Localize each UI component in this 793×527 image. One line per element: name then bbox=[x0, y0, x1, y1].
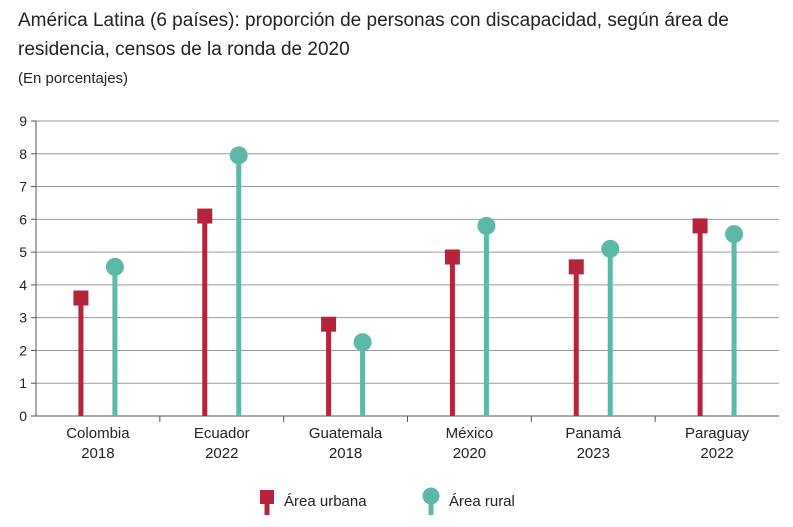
rural-circle-marker bbox=[105, 257, 124, 276]
axes bbox=[31, 120, 779, 422]
rural-circle-marker bbox=[725, 225, 744, 244]
legend-item-urban: Área urbana bbox=[258, 484, 367, 518]
x-category-year-label: 2022 bbox=[205, 445, 238, 462]
urban-stem bbox=[326, 324, 332, 416]
rural-stem bbox=[731, 234, 737, 416]
y-tick-label: 7 bbox=[19, 179, 27, 195]
rural-stem bbox=[236, 155, 242, 416]
y-tick-label: 2 bbox=[19, 342, 27, 358]
rural-circle-marker bbox=[353, 333, 372, 352]
rural-circle-marker bbox=[477, 216, 496, 235]
rural-stem bbox=[112, 266, 118, 416]
legend-square-marker-icon bbox=[260, 490, 274, 515]
rural-circle-marker bbox=[601, 239, 620, 258]
y-tick-label: 0 bbox=[19, 408, 27, 424]
y-tick-label: 5 bbox=[19, 244, 27, 260]
x-category-year-label: 2023 bbox=[577, 445, 610, 462]
rural-stem bbox=[607, 248, 613, 416]
urban-square-marker bbox=[73, 290, 89, 306]
urban-stem bbox=[78, 298, 84, 416]
urban-stem bbox=[202, 216, 208, 416]
rural-stem bbox=[483, 225, 489, 416]
data-marks bbox=[73, 146, 744, 416]
x-category-country-label: Guatemala bbox=[309, 425, 383, 442]
urban-square-marker bbox=[444, 249, 460, 265]
chart-subtitle: (En porcentajes) bbox=[18, 70, 129, 87]
y-tick-label: 8 bbox=[19, 146, 27, 162]
y-tick-label: 9 bbox=[19, 113, 27, 129]
urban-square-marker bbox=[692, 218, 708, 234]
x-category-year-label: 2022 bbox=[700, 445, 733, 462]
urban-stem bbox=[573, 266, 579, 416]
x-category-country-label: México bbox=[446, 425, 494, 442]
x-category-country-label: Colombia bbox=[66, 425, 130, 442]
y-tick-label: 6 bbox=[19, 211, 27, 227]
x-category-year-label: 2018 bbox=[329, 445, 362, 462]
legend-circle-marker-icon bbox=[422, 487, 440, 515]
legend-label-urban: Área urbana bbox=[284, 492, 367, 510]
legend-label-rural: Área rural bbox=[449, 492, 515, 510]
urban-stem bbox=[449, 257, 455, 416]
y-tick-label: 3 bbox=[19, 310, 27, 326]
urban-square-marker bbox=[321, 316, 337, 332]
y-tick-labels: 0 1 2 3 4 5 6 7 8 9 bbox=[19, 113, 27, 424]
x-category-country-label: Paraguay bbox=[685, 425, 750, 442]
gridlines bbox=[36, 120, 779, 384]
urban-square-marker bbox=[568, 259, 584, 275]
rural-circle-marker bbox=[229, 146, 248, 165]
chart-title: América Latina (6 países): proporción de… bbox=[18, 10, 729, 60]
legend: Área urbana Área rural bbox=[0, 484, 793, 518]
rural-stem bbox=[360, 342, 366, 416]
x-category-labels: Colombia 2018 Ecuador 2022 Guatemala 2018 Méxi… bbox=[66, 425, 749, 462]
x-category-year-label: 2020 bbox=[453, 445, 486, 462]
x-category-year-label: 2018 bbox=[81, 445, 114, 462]
x-category-country-label: Panamá bbox=[565, 425, 622, 442]
legend-item-rural: Área rural bbox=[421, 484, 515, 518]
x-category-country-label: Ecuador bbox=[194, 425, 250, 442]
urban-square-marker bbox=[197, 208, 213, 224]
y-tick-label: 4 bbox=[19, 277, 27, 293]
y-tick-label: 1 bbox=[19, 375, 27, 391]
urban-stem bbox=[697, 225, 703, 416]
